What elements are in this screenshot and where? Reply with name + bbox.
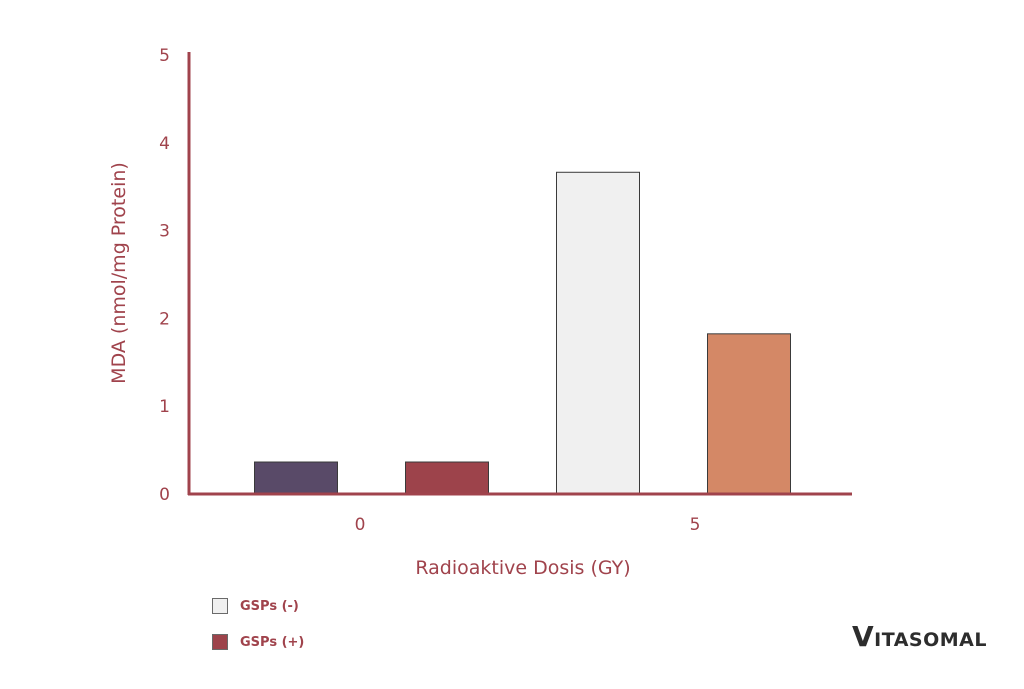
brand-logo: VITASOMAL xyxy=(852,620,987,653)
y-tick-label: 5 xyxy=(159,46,170,66)
brand-logo-first-letter: V xyxy=(852,620,875,653)
y-tick-label: 0 xyxy=(159,485,170,505)
legend-swatch-gsps-minus xyxy=(212,598,228,614)
legend-swatch-gsps-plus xyxy=(212,634,228,650)
y-tick-label: 1 xyxy=(159,397,170,417)
y-tick-labels: 0 1 2 3 4 5 xyxy=(159,46,170,505)
bars-layer xyxy=(254,171,791,495)
legend-label-gsps-plus: GSPs (+) xyxy=(240,634,305,650)
x-tick-label: 0 xyxy=(355,515,366,535)
legend-item-gsps-minus: GSPs (-) xyxy=(212,596,304,616)
bar xyxy=(405,461,489,495)
legend-label-gsps-minus: GSPs (-) xyxy=(240,598,299,614)
bar xyxy=(707,333,791,495)
y-axis-title: MDA (nmol/mg Protein) xyxy=(108,162,130,384)
x-tick-label: 5 xyxy=(690,515,701,535)
bar xyxy=(556,171,640,495)
bar xyxy=(254,461,338,495)
y-tick-label: 3 xyxy=(159,222,170,242)
x-axis-title: Radioaktive Dosis (GY) xyxy=(415,557,630,579)
brand-logo-rest: ITASOMAL xyxy=(874,629,987,651)
legend-item-gsps-plus: GSPs (+) xyxy=(212,632,304,652)
y-tick-label: 4 xyxy=(159,134,170,154)
legend: GSPs (-) GSPs (+) xyxy=(212,596,304,668)
y-tick-label: 2 xyxy=(159,309,170,329)
